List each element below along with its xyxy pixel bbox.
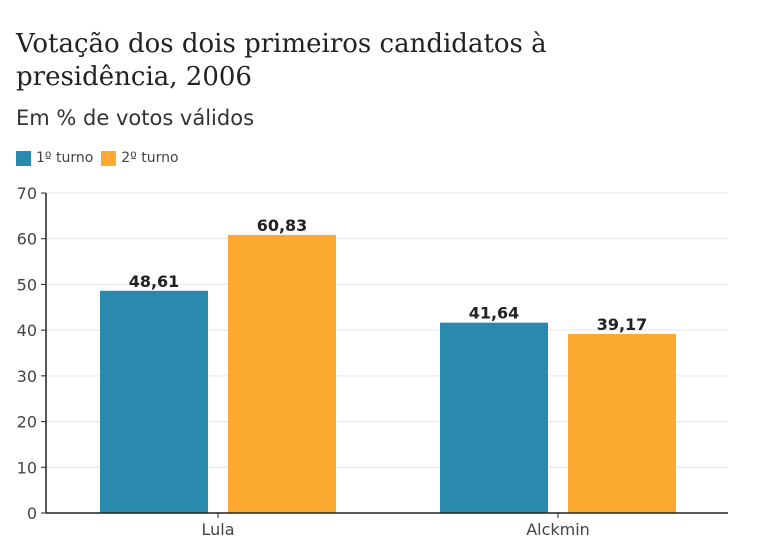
legend-item-1: 1º turno (16, 150, 93, 166)
y-tick-label: 70 (17, 184, 37, 203)
y-tick-label: 0 (27, 504, 37, 523)
legend-swatch (16, 150, 31, 166)
data-label: 60,83 (257, 216, 308, 235)
x-tick-label: Alckmin (526, 520, 590, 539)
y-tick-label: 50 (17, 275, 37, 294)
data-label: 39,17 (597, 315, 648, 334)
y-tick-label: 10 (17, 458, 37, 477)
data-label: 48,61 (129, 272, 180, 291)
bar (228, 234, 336, 514)
y-tick-label: 40 (17, 321, 37, 340)
chart-subtitle: Em % de votos válidos (16, 106, 255, 130)
chart-title: Votação dos dois primeiros candidatos à … (16, 29, 547, 92)
legend-swatch (101, 150, 117, 166)
legend-label: 1º turno (36, 150, 94, 166)
data-label: 41,64 (469, 304, 520, 323)
legend-item-2: 2º turno (101, 150, 179, 166)
legend-label: 2º turno (121, 150, 179, 166)
x-tick-label: Lula (201, 520, 234, 539)
y-tick-label: 60 (17, 230, 37, 249)
bar (440, 322, 548, 513)
legend: 1º turno 2º turno (16, 150, 187, 166)
bar (568, 333, 676, 513)
y-tick-label: 30 (17, 367, 37, 386)
y-tick-label: 20 (17, 413, 37, 432)
bar (100, 290, 208, 513)
